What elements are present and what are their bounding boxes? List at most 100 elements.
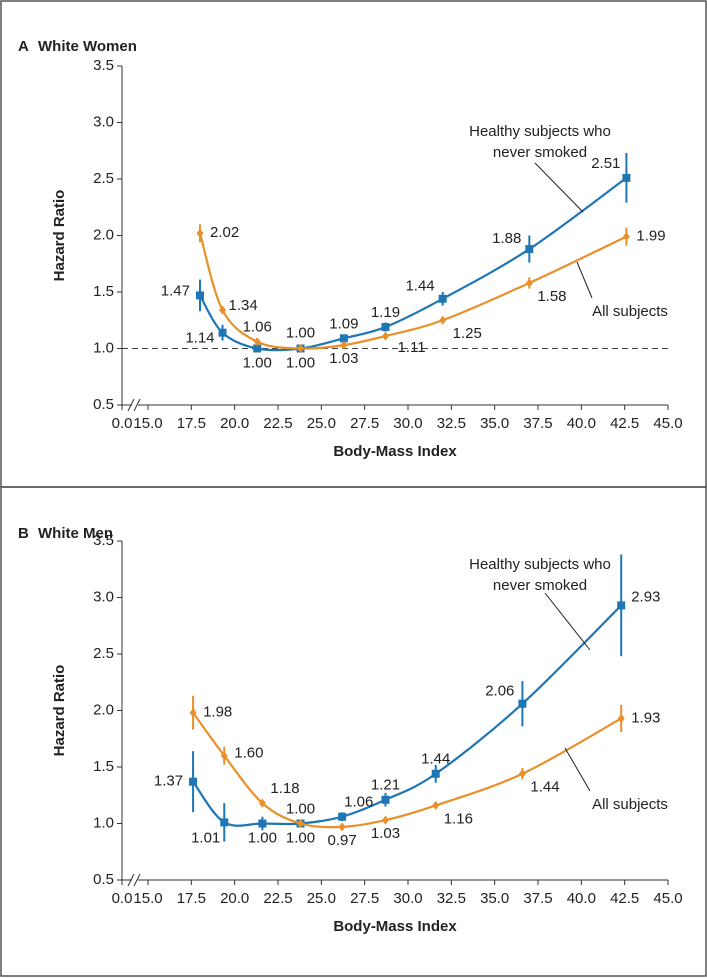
value-label: 1.18 [270,780,299,797]
marker [438,294,447,303]
marker [381,323,390,332]
y-tick-label: 1.5 [93,283,114,300]
x-tick-label: 27.5 [350,890,379,907]
marker [258,819,267,828]
x-tick-label: 35.0 [480,415,509,432]
value-label: 1.01 [191,829,220,846]
marker [339,334,348,343]
axis-break [127,873,141,887]
value-label: 1.00 [243,354,272,371]
x-tick-label: 32.5 [437,415,466,432]
x-tick-label: 25.0 [307,415,336,432]
series-annotation: never smoked [493,577,587,594]
marker [518,769,526,779]
y-tick-label: 3.5 [93,532,114,549]
x-tick-label: 30.0 [393,415,422,432]
marker [381,795,390,804]
x-tick-label: 37.5 [523,890,552,907]
y-tick-label: 3.0 [93,113,114,130]
value-label: 1.98 [203,704,232,721]
marker [338,812,347,821]
marker [196,228,204,238]
x-tick-label: 20.0 [220,890,249,907]
value-label: 1.93 [631,709,660,726]
value-label: 1.03 [371,825,400,842]
value-label: 1.19 [371,304,400,321]
marker [218,328,227,337]
series-annotation: All subjects [592,796,668,813]
marker [220,751,228,761]
y-axis-label: Hazard Ratio [51,190,68,282]
x-tick-label: 42.5 [610,415,639,432]
panel-title: White Women [38,38,137,55]
value-label: 1.03 [329,350,358,367]
marker [431,769,440,778]
marker [622,173,631,182]
marker [525,245,534,254]
series-line [198,232,627,350]
marker [189,708,197,718]
leader-line [564,747,591,792]
marker [518,699,527,708]
value-label: 2.02 [210,224,239,241]
leader-line [544,592,591,651]
value-label: 1.16 [444,810,473,827]
value-label: 1.47 [161,282,190,299]
x-tick-label: 42.5 [610,890,639,907]
marker [297,819,305,828]
value-label: 2.93 [631,588,660,605]
value-label: 1.34 [229,297,258,314]
y-tick-label: 1.5 [93,758,114,775]
value-label: 1.09 [329,315,358,332]
marker [220,818,229,827]
axis-break [127,398,141,412]
leader-line [576,261,593,299]
y-tick-label: 2.0 [93,701,114,718]
y-tick-label: 0.5 [93,396,114,413]
x-tick-label: 20.0 [220,415,249,432]
x-tick-label: 0.0 [112,415,133,432]
x-tick-label: 40.0 [567,890,596,907]
value-label: 1.21 [371,777,400,794]
value-label: 1.99 [636,228,665,245]
marker [617,713,625,723]
marker [253,344,262,353]
value-label: 0.97 [328,832,357,849]
value-label: 1.58 [537,288,566,305]
marker [622,232,630,242]
value-label: 1.14 [185,330,214,347]
x-tick-label: 25.0 [307,890,336,907]
y-tick-label: 2.5 [93,645,114,662]
x-tick-label: 17.5 [177,415,206,432]
x-tick-label: 45.0 [653,415,682,432]
x-tick-label: 17.5 [177,890,206,907]
panel-frame [0,486,707,977]
y-axis-label: Hazard Ratio [51,665,68,757]
x-tick-label: 22.5 [263,415,292,432]
value-label: 1.11 [397,339,425,356]
value-label: 1.44 [530,779,559,796]
marker [340,340,348,350]
marker [219,305,227,315]
value-label: 1.00 [248,829,277,846]
x-tick-label: 15.0 [133,415,162,432]
y-tick-label: 2.5 [93,170,114,187]
y-tick-label: 0.5 [93,871,114,888]
x-axis-label: Body-Mass Index [333,443,457,460]
value-label: 1.00 [286,800,315,817]
marker [338,822,346,832]
x-tick-label: 15.0 [133,890,162,907]
x-tick-label: 37.5 [523,415,552,432]
panel-label: A [18,38,29,55]
marker [439,315,447,325]
marker [525,278,533,288]
series-annotation: All subjects [592,303,668,320]
value-label: 1.00 [286,829,315,846]
panel-label: B [18,525,29,542]
leader-line [534,162,584,213]
x-tick-label: 27.5 [350,415,379,432]
value-label: 1.37 [154,773,183,790]
value-label: 2.06 [485,683,514,700]
marker [258,798,266,808]
